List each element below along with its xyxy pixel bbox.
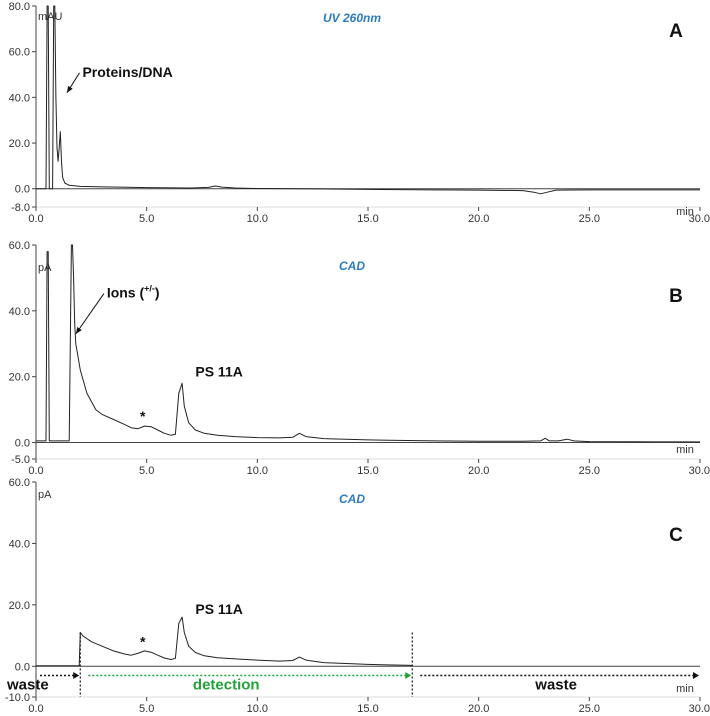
panel-b-y-tick-label: -5.0 [11, 454, 30, 466]
panel-a-trace-line [36, 5, 700, 195]
panel-c-region-label-1: detection [193, 677, 260, 694]
panel-c-x-tick-label: 15.0 [357, 703, 378, 715]
panel-a-title: UV 260nm [323, 11, 381, 25]
panel-b-trace-line [36, 244, 700, 443]
panel-a-y-tick-label: 60.0 [9, 47, 30, 59]
panel-a-x-unit-label: min [676, 206, 694, 218]
panel-c-y-tick-label: 60.0 [9, 477, 30, 489]
panel-a-x-tick-label: 10.0 [247, 213, 268, 225]
panel-b-annotation-label: * [140, 408, 146, 424]
panel-a-x-tick-label: 30.0 [689, 213, 710, 225]
panel-c-x-tick-label: 30.0 [689, 703, 710, 715]
panel-a-x-tick-label: 20.0 [468, 213, 489, 225]
panel-c-trace-line [36, 616, 413, 667]
panel-b-letter: B [669, 286, 683, 307]
panel-b-y-unit-label: pA [38, 262, 52, 274]
panel-a-letter: A [669, 21, 683, 42]
panel-c-x-tick-label: 20.0 [468, 703, 489, 715]
panel-b-y-tick-label: 40.0 [9, 306, 30, 318]
panel-c-y-tick-label: 40.0 [9, 538, 30, 550]
panel-a-x-tick-label: 5.0 [139, 213, 154, 225]
panel-a-x-tick-label: 15.0 [357, 213, 378, 225]
panel-b-annotation-arrowhead [75, 327, 82, 334]
panel-c-region-label-2: waste [534, 677, 577, 694]
panel-a-y-tick-label: -8.0 [11, 202, 30, 214]
panel-b-x-tick-label: 0.0 [28, 465, 43, 477]
panel-c-x-unit-label: min [676, 683, 694, 695]
panel-b-y-tick-label: 60.0 [9, 240, 30, 252]
panel-b-title: CAD [339, 259, 365, 273]
panel-a-y-tick-label: 20.0 [9, 138, 30, 150]
panel-c-region-arrowhead-1 [405, 672, 412, 679]
panel-c-x-tick-label: 0.0 [28, 703, 43, 715]
panel-b-y-tick-label: 0.0 [15, 438, 30, 450]
panel-b-x-tick-label: 5.0 [139, 465, 154, 477]
panel-a-x-tick-label: 25.0 [579, 213, 600, 225]
panel-b-annotation-arrow [75, 293, 105, 335]
panel-c-region-arrowhead-2 [693, 672, 699, 679]
panel-c-letter: C [669, 525, 683, 546]
panel-b-x-tick-label: 15.0 [357, 465, 378, 477]
panel-a-y-tick-label: 80.0 [9, 1, 30, 13]
panel-c-annotation-label: PS 11A [195, 601, 242, 617]
panel-c-y-unit-label: pA [38, 489, 52, 501]
panel-b-x-tick-label: 10.0 [247, 465, 268, 477]
panel-a-annotation-arrowhead [66, 85, 73, 93]
panel-c-x-tick-label: 5.0 [139, 703, 154, 715]
panel-a-y-tick-label: 0.0 [15, 184, 30, 196]
panel-c-y-tick-label: -10.0 [5, 692, 30, 704]
panel-c-region-label-0: waste [6, 677, 49, 694]
panel-b-x-tick-label: 20.0 [468, 465, 489, 477]
panel-c-x-tick-label: 10.0 [247, 703, 268, 715]
panel-b-x-tick-label: 30.0 [689, 465, 710, 477]
panel-c-title: CAD [339, 492, 365, 506]
panel-b-x-tick-label: 25.0 [579, 465, 600, 477]
panel-c-annotation-label: * [140, 633, 146, 649]
panel-a-y-unit-label: mAU [38, 11, 63, 23]
panel-a-y-tick-label: 40.0 [9, 92, 30, 104]
panel-a-x-tick-label: 0.0 [28, 213, 43, 225]
panel-b-annotation-tail: ) [155, 285, 160, 301]
panel-c-y-tick-label: 0.0 [15, 661, 30, 673]
panel-c-region-arrowhead-0 [73, 672, 80, 679]
panel-b-annotation-label: PS 11A [195, 364, 242, 380]
panel-b-annotation-superscript: +/- [144, 284, 155, 294]
panel-b-annotation-label: Ions (+/-) [107, 284, 160, 301]
panel-b-y-tick-label: 20.0 [9, 372, 30, 384]
panel-a-annotation-label: Proteins/DNA [82, 64, 172, 80]
panel-b-x-unit-label: min [676, 444, 694, 456]
panel-c-y-tick-label: 20.0 [9, 600, 30, 612]
panel-c-x-tick-label: 25.0 [579, 703, 600, 715]
